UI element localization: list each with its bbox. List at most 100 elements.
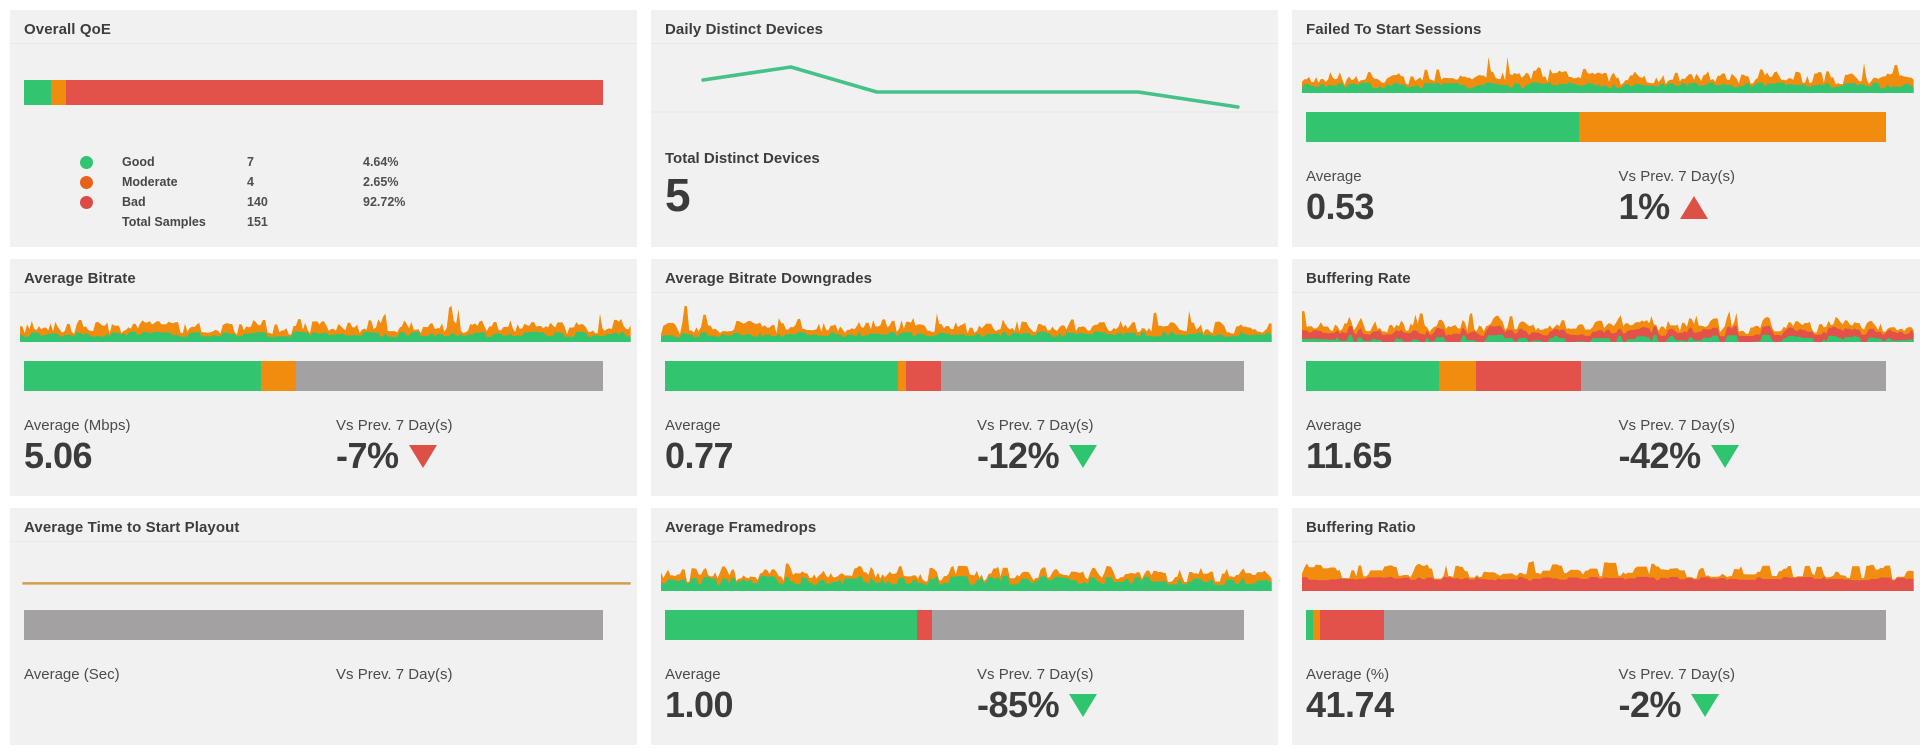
total-devices-value: 5 (665, 169, 691, 221)
delta-up-icon (1679, 195, 1708, 219)
bar-segment (24, 361, 262, 391)
devices-line-chart (651, 50, 1278, 122)
delta-down-icon (1691, 693, 1720, 717)
average-value: 0.77 (665, 435, 734, 476)
legend-dot-good (80, 155, 93, 169)
delta-value: 1% (1619, 189, 1708, 225)
tile-title: Average Time to Start Playout (24, 519, 240, 536)
divider (651, 43, 1278, 44)
legend-count: 4 (247, 175, 254, 189)
bar-segment (50, 80, 67, 105)
sparkline-chart (661, 553, 1274, 591)
tile-average-time-to-start-playout[interactable]: Average Time to Start Playout Average (S… (10, 508, 637, 745)
average-label: Average (Mbps) (24, 417, 131, 434)
legend-row: Good 7 4.64% (80, 152, 623, 172)
delta-value: -42% (1619, 438, 1739, 474)
sparkline-chart (20, 553, 633, 591)
legend-label: Moderate (122, 175, 178, 189)
bar-segment (1306, 610, 1313, 640)
delta-label: Vs Prev. 7 Day(s) (977, 666, 1094, 683)
delta-label: Vs Prev. 7 Day(s) (1618, 168, 1735, 185)
average-value: 5.06 (24, 435, 93, 476)
tile-buffering-rate[interactable]: Buffering Rate Average Vs Prev. 7 Day(s)… (1292, 259, 1920, 496)
tile-average-bitrate-downgrades[interactable]: Average Bitrate Downgrades Average Vs Pr… (651, 259, 1278, 496)
divider (1292, 541, 1920, 542)
legend-percent: 4.64% (363, 155, 399, 169)
tile-buffering-ratio[interactable]: Buffering Ratio Average (%) Vs Prev. 7 D… (1292, 508, 1920, 745)
distribution-bar (665, 361, 1244, 391)
legend-row: Bad 140 92.72% (80, 192, 623, 212)
average-label: Average (Sec) (24, 666, 120, 683)
delta-down-icon (1069, 444, 1098, 468)
legend-percent: 2.65% (363, 175, 399, 189)
delta-percent: 1% (1618, 186, 1671, 227)
divider (10, 541, 637, 542)
tile-overall-qoe[interactable]: Overall QoE Good 7 4.64% Moderate 4 2.65… (10, 10, 637, 247)
distribution-bar (665, 610, 1244, 640)
total-devices-label: Total Distinct Devices (665, 150, 820, 167)
bar-segment (665, 610, 918, 640)
bar-segment (898, 361, 906, 391)
delta-percent: -12% (977, 435, 1060, 476)
tile-average-framedrops[interactable]: Average Framedrops Average Vs Prev. 7 Da… (651, 508, 1278, 745)
sparkline-chart (20, 304, 633, 342)
tile-title: Daily Distinct Devices (665, 21, 824, 38)
divider (651, 541, 1278, 542)
legend-count: 140 (247, 195, 268, 209)
bar-segment (1312, 610, 1320, 640)
tile-title: Average Framedrops (665, 519, 817, 536)
delta-label: Vs Prev. 7 Day(s) (977, 417, 1094, 434)
delta-percent: -2% (1618, 684, 1682, 725)
bar-segment (932, 610, 1244, 640)
bar-segment (66, 80, 603, 105)
sparkline-chart (1302, 553, 1916, 591)
delta-label: Vs Prev. 7 Day(s) (1618, 666, 1735, 683)
divider (1292, 292, 1920, 293)
delta-value: -2% (1619, 687, 1720, 723)
distribution-bar (24, 361, 603, 391)
tile-title: Failed To Start Sessions (1306, 21, 1482, 38)
bar-segment (665, 361, 899, 391)
divider (1292, 43, 1920, 44)
average-label: Average (665, 417, 721, 434)
distribution-bar (24, 610, 603, 640)
delta-value: -7% (336, 438, 437, 474)
bar-segment (1475, 361, 1582, 391)
legend-dot-moderate (80, 175, 93, 189)
delta-down-icon (408, 444, 437, 468)
average-label: Average (1306, 417, 1362, 434)
tile-title: Average Bitrate (24, 270, 136, 287)
legend-count: 7 (247, 155, 254, 169)
delta-label: Vs Prev. 7 Day(s) (1618, 417, 1735, 434)
distribution-bar (1306, 610, 1886, 640)
tile-daily-distinct-devices[interactable]: Daily Distinct Devices Total Distinct De… (651, 10, 1278, 247)
tile-failed-to-start-sessions[interactable]: Failed To Start Sessions Average Vs Prev… (1292, 10, 1920, 247)
legend-percent: 92.72% (363, 195, 406, 209)
delta-percent: -85% (977, 684, 1060, 725)
average-value: 41.74 (1306, 684, 1394, 725)
bar-segment (1439, 361, 1476, 391)
tile-title: Average Bitrate Downgrades (665, 270, 873, 287)
bar-segment (1306, 361, 1440, 391)
bar-segment (1581, 361, 1886, 391)
bar-segment (1319, 610, 1385, 640)
bar-segment (917, 610, 933, 640)
divider (10, 292, 637, 293)
average-value: 1.00 (665, 684, 734, 725)
bar-segment (941, 361, 1244, 391)
average-label: Average (665, 666, 721, 683)
sparkline-chart (1302, 304, 1916, 342)
average-label: Average (%) (1306, 666, 1390, 683)
bar-segment (905, 361, 942, 391)
delta-percent: -42% (1618, 435, 1702, 476)
sparkline-chart (1302, 55, 1916, 93)
qoe-legend: Good 7 4.64% Moderate 4 2.65% Bad 140 92… (80, 152, 623, 232)
distribution-bar (1306, 112, 1886, 142)
delta-value: -12% (977, 435, 1098, 476)
tile-average-bitrate[interactable]: Average Bitrate Average (Mbps) Vs Prev. … (10, 259, 637, 496)
delta-percent: -7% (336, 435, 399, 476)
bar-segment (24, 610, 603, 640)
divider (10, 43, 637, 44)
delta-down-icon (1710, 444, 1739, 468)
